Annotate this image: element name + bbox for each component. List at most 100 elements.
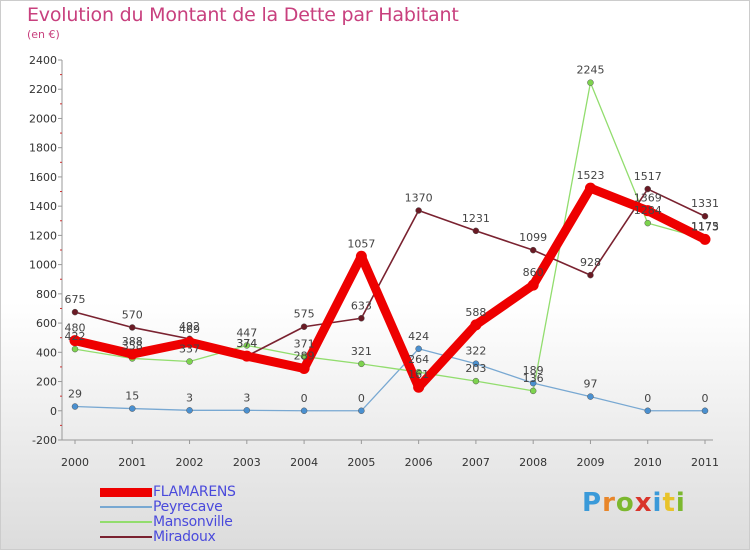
data-point-miradoux [358,315,365,322]
data-point-peyrecave [71,403,79,410]
y-tick-label: 2200 [29,83,57,96]
y-tick-label: -200 [32,434,57,447]
data-label: 29 [68,388,82,401]
data-label: 3 [243,391,250,404]
x-tick-label: 2001 [118,456,146,469]
y-tick-label: 2400 [29,54,57,67]
series-line-mansonville [74,82,706,392]
x-tick-label: 2000 [61,456,89,469]
data-label: 447 [236,326,257,339]
series-line-miradoux [74,188,706,357]
y-tick-label: 1400 [29,200,57,213]
y-tick-label: 1600 [29,171,57,184]
data-point-miradoux [529,246,537,254]
data-label: 492 [179,320,200,333]
data-point-mansonville [529,387,537,395]
data-label: 161 [408,368,429,381]
chart-title: Evolution du Montant de la Dette par Hab… [27,4,459,26]
legend-label: FLAMARENS [153,484,236,500]
x-tick-label: 2011 [691,456,719,469]
data-point-flamarens [642,205,654,217]
data-label: 136 [523,372,544,385]
data-point-mansonville [587,79,594,86]
data-point-flamarens [241,350,253,362]
data-label: 469 [179,323,200,336]
data-point-miradoux [71,308,79,316]
data-label: 928 [580,256,601,269]
data-label: 422 [65,330,86,343]
x-tick-label: 2010 [634,456,662,469]
data-point-miradoux [415,207,422,214]
y-tick-label: 600 [36,317,57,330]
data-label: 2245 [576,64,604,77]
series-lines [70,82,710,412]
data-label: 575 [294,308,315,321]
x-tick-label: 2004 [290,456,318,469]
data-point-miradoux [587,271,594,279]
data-label: 321 [351,345,372,358]
data-labels: 480 388 469 374 289 1057 161 588 860 1523 1369 1173… [65,64,720,405]
data-label: 358 [122,339,143,352]
legend-label: Mansonville [153,514,233,530]
data-label: 322 [465,345,486,358]
data-label: 0 [702,392,709,405]
data-label: 374 [236,337,257,350]
y-tick-label: 0 [50,405,57,418]
data-point-peyrecave [644,407,651,415]
data-point-mansonville [472,377,480,385]
data-label: 0 [301,392,308,405]
legend-label: Miradoux [153,529,216,545]
data-point-mansonville [300,353,308,360]
data-point-peyrecave [300,407,308,415]
data-point-peyrecave [186,407,193,414]
data-label: 1175 [691,220,719,233]
series-points [69,79,711,415]
data-point-peyrecave [358,407,365,415]
data-point-flamarens [584,182,596,194]
data-point-flamarens [126,348,138,360]
data-label: 0 [644,392,651,405]
y-tick-label: 2000 [29,112,57,125]
data-label: 97 [583,378,597,391]
data-label: 633 [351,299,372,312]
data-label: 371 [294,338,315,351]
y-tick-label: 1000 [29,259,57,272]
data-label: 1099 [519,231,547,244]
legend-swatch [100,536,152,538]
data-label: 337 [179,343,200,356]
data-point-miradoux [472,227,480,235]
data-point-flamarens [527,279,539,291]
data-label: 1523 [576,169,604,182]
data-point-peyrecave [243,407,251,414]
data-point-flamarens [184,336,196,348]
data-point-peyrecave [587,393,594,400]
data-point-peyrecave [472,360,480,367]
data-label: 1369 [634,192,662,205]
data-point-peyrecave [129,405,136,412]
legend-swatch [100,506,152,508]
data-point-mansonville [358,360,365,368]
proxiti-logo: Proxiti [582,488,686,518]
data-label: 1231 [462,212,490,225]
data-label: 675 [65,293,86,306]
data-label: 1517 [634,170,662,183]
data-point-mansonville [71,345,79,353]
data-label: 189 [523,364,544,377]
data-label: 264 [408,353,429,366]
data-point-flamarens [298,363,310,375]
y-tick-label: 1800 [29,142,57,155]
data-point-miradoux [129,324,136,331]
data-label: 424 [408,330,429,343]
x-tick-label: 2002 [176,456,204,469]
data-point-flamarens [355,250,367,262]
legend-swatch [100,488,152,497]
data-point-mansonville [186,358,193,365]
y-tick-label: 400 [36,346,57,359]
y-tick-label: 1200 [29,229,57,242]
x-tick-label: 2006 [405,456,433,469]
data-point-mansonville [415,368,422,376]
data-label: 374 [236,337,257,350]
data-point-miradoux [644,185,651,193]
data-point-peyrecave [529,379,537,387]
